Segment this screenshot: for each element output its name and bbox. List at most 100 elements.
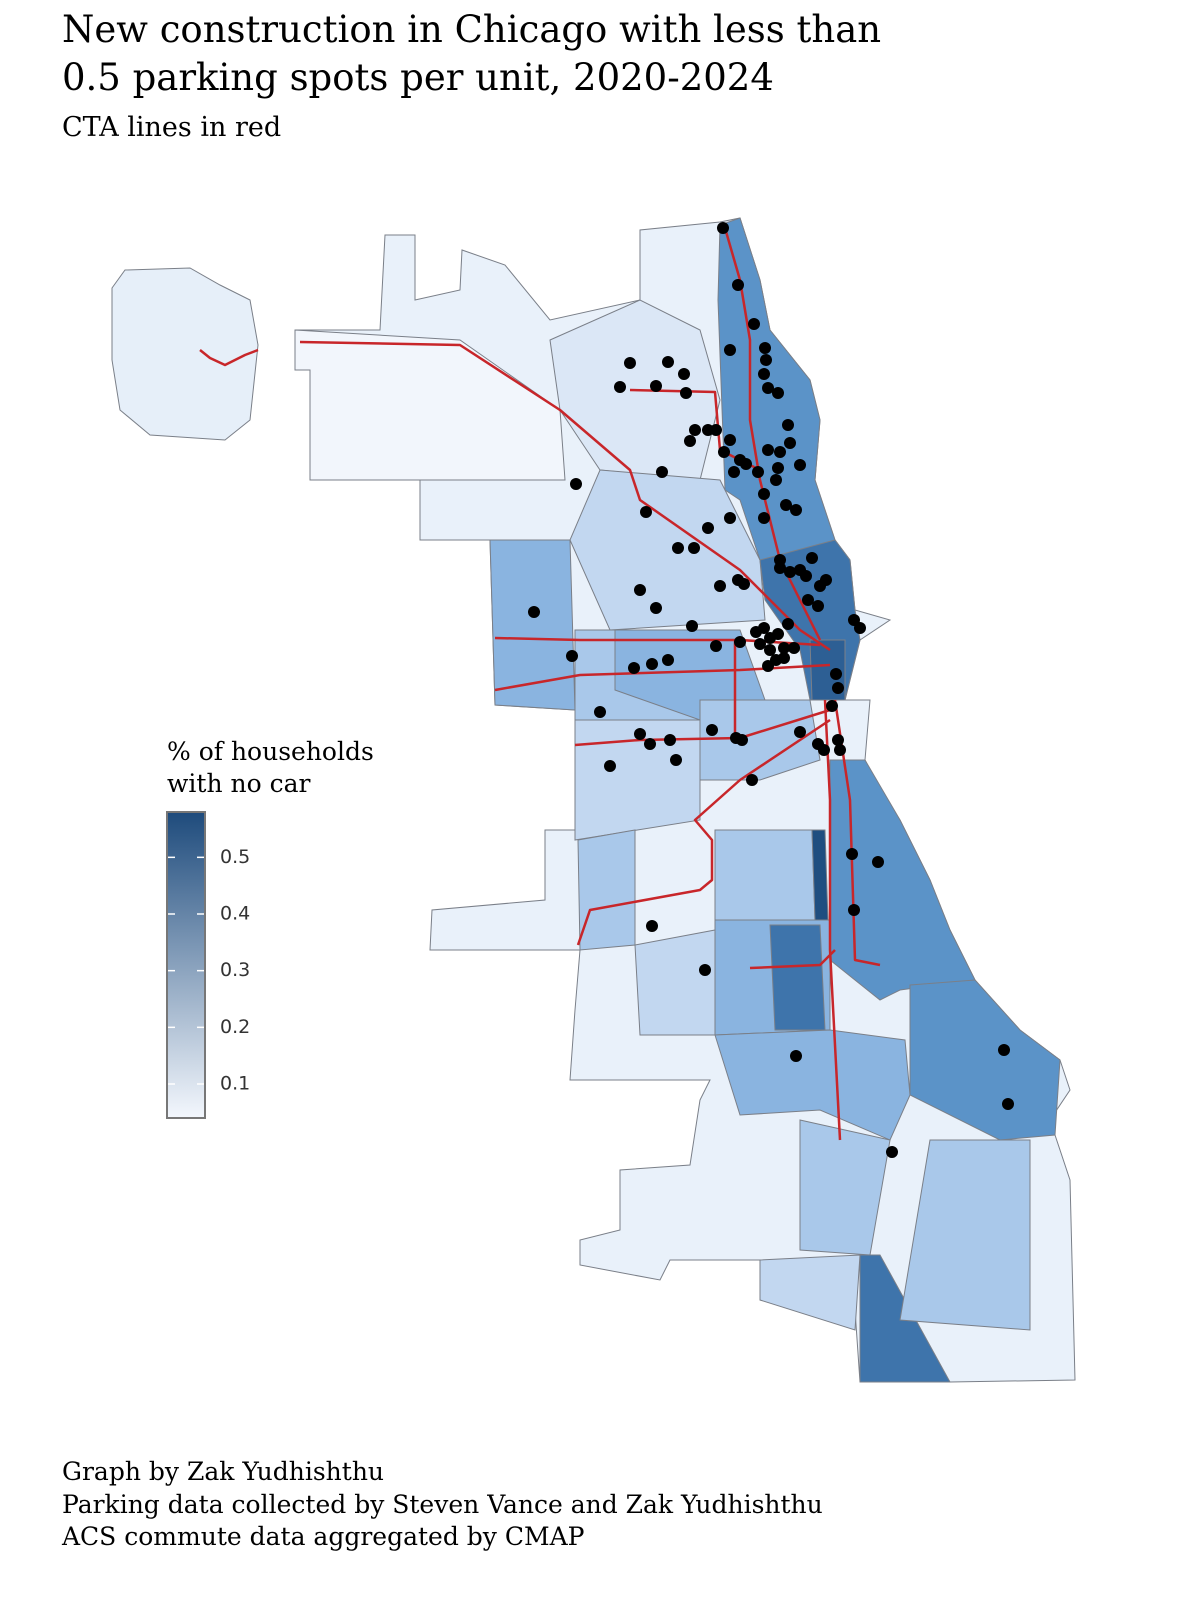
construction-point bbox=[772, 462, 784, 474]
construction-point bbox=[758, 488, 770, 500]
cta-line bbox=[576, 718, 831, 946]
construction-point bbox=[832, 682, 844, 694]
construction-point bbox=[762, 660, 774, 672]
construction-point bbox=[710, 640, 722, 652]
construction-point bbox=[782, 419, 794, 431]
construction-point bbox=[748, 318, 760, 330]
construction-point bbox=[758, 622, 770, 634]
construction-point bbox=[646, 920, 658, 932]
construction-point bbox=[734, 636, 746, 648]
construction-point bbox=[834, 744, 846, 756]
cta-line bbox=[749, 949, 836, 970]
construction-point bbox=[714, 580, 726, 592]
construction-point bbox=[784, 566, 796, 578]
construction-point bbox=[528, 606, 540, 618]
construction-point bbox=[594, 706, 606, 718]
construction-points bbox=[528, 222, 1014, 1158]
construction-point bbox=[670, 754, 682, 766]
colorbar bbox=[166, 811, 206, 1119]
region bbox=[714, 1029, 911, 1141]
construction-point bbox=[706, 724, 718, 736]
construction-point bbox=[566, 650, 578, 662]
construction-point bbox=[772, 628, 784, 640]
construction-point bbox=[770, 474, 782, 486]
construction-point bbox=[740, 458, 752, 470]
construction-point bbox=[724, 344, 736, 356]
construction-point bbox=[570, 478, 582, 490]
construction-point bbox=[774, 446, 786, 458]
region bbox=[909, 979, 1061, 1141]
construction-point bbox=[640, 506, 652, 518]
construction-point bbox=[718, 446, 730, 458]
construction-point bbox=[678, 368, 690, 380]
construction-point bbox=[656, 466, 668, 478]
construction-point bbox=[998, 1044, 1010, 1056]
legend-title: with no car bbox=[167, 769, 310, 798]
caption: Graph by Zak Yudhishthu bbox=[62, 1457, 384, 1486]
region bbox=[759, 1254, 861, 1331]
construction-point bbox=[802, 594, 814, 606]
construction-point bbox=[634, 584, 646, 596]
construction-point bbox=[604, 760, 616, 772]
cta-line bbox=[723, 227, 822, 641]
construction-point bbox=[774, 562, 786, 574]
construction-point bbox=[762, 444, 774, 456]
construction-point bbox=[762, 382, 774, 394]
construction-point bbox=[724, 434, 736, 446]
construction-point bbox=[634, 728, 646, 740]
caption: Parking data collected by Steven Vance a… bbox=[62, 1490, 823, 1519]
construction-point bbox=[818, 744, 830, 756]
colorbar-tick-label: 0.1 bbox=[220, 1073, 250, 1095]
colorbar-tick-label: 0.3 bbox=[220, 959, 250, 981]
region bbox=[714, 829, 816, 921]
construction-point bbox=[772, 387, 784, 399]
construction-point bbox=[788, 642, 800, 654]
construction-point bbox=[758, 512, 770, 524]
construction-point bbox=[664, 734, 676, 746]
construction-point bbox=[732, 279, 744, 291]
construction-point bbox=[746, 774, 758, 786]
region bbox=[111, 267, 259, 441]
construction-point bbox=[1002, 1098, 1014, 1110]
colorbar-ticks: 0.1 0.2 0.3 0.4 0.5 bbox=[168, 846, 250, 1095]
region bbox=[899, 1139, 1031, 1331]
construction-point bbox=[672, 542, 684, 554]
title-line: 0.5 parking spots per unit, 2020-2024 bbox=[62, 56, 774, 99]
construction-point bbox=[790, 504, 802, 516]
cta-line bbox=[574, 708, 831, 747]
construction-point bbox=[650, 380, 662, 392]
construction-point bbox=[812, 600, 824, 612]
construction-point bbox=[820, 574, 832, 586]
colorbar-tick-label: 0.4 bbox=[220, 903, 250, 925]
construction-point bbox=[754, 638, 766, 650]
cta-line bbox=[494, 636, 821, 647]
construction-point bbox=[780, 499, 792, 511]
construction-point bbox=[624, 357, 636, 369]
construction-point bbox=[784, 437, 796, 449]
subtitle: CTA lines in red bbox=[62, 112, 281, 143]
construction-point bbox=[728, 466, 740, 478]
construction-point bbox=[764, 644, 776, 656]
construction-point bbox=[778, 642, 790, 654]
construction-point bbox=[699, 964, 711, 976]
construction-point bbox=[650, 602, 662, 614]
construction-point bbox=[872, 856, 884, 868]
construction-point bbox=[710, 424, 722, 436]
construction-point bbox=[686, 620, 698, 632]
construction-point bbox=[689, 424, 701, 436]
colorbar-tick-label: 0.2 bbox=[220, 1016, 250, 1038]
construction-point bbox=[854, 622, 866, 634]
construction-point bbox=[644, 738, 656, 750]
construction-point bbox=[759, 342, 771, 354]
cta-line bbox=[494, 663, 831, 692]
construction-point bbox=[628, 662, 640, 674]
region bbox=[829, 759, 976, 1001]
title-line: New construction in Chicago with less th… bbox=[62, 8, 881, 51]
construction-point bbox=[830, 668, 842, 680]
region bbox=[699, 699, 821, 781]
construction-point bbox=[738, 578, 750, 590]
construction-point bbox=[790, 1050, 802, 1062]
construction-point bbox=[680, 387, 692, 399]
region bbox=[769, 924, 826, 1031]
